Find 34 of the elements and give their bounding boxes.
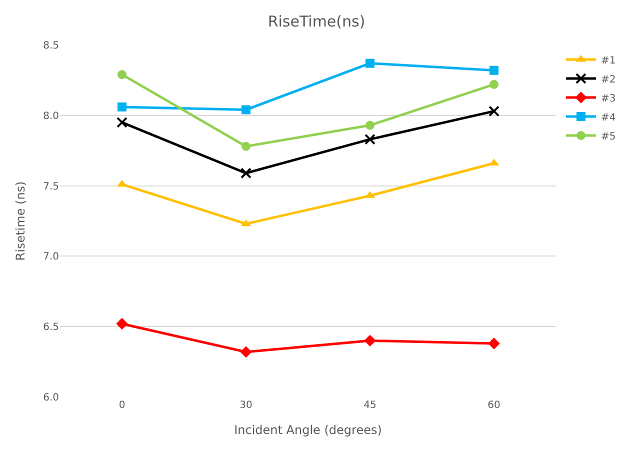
x-tick-label: 30 bbox=[240, 400, 252, 411]
point bbox=[118, 102, 126, 112]
chart-title: RiseTime(ns) bbox=[268, 12, 366, 30]
x-tick-label: 0 bbox=[118, 400, 126, 411]
point bbox=[364, 334, 376, 347]
point bbox=[116, 116, 128, 128]
point bbox=[366, 120, 374, 130]
y-tick-label: 7.5 bbox=[43, 181, 59, 192]
point bbox=[490, 80, 498, 89]
legend-label: #5 bbox=[600, 131, 616, 142]
point bbox=[488, 338, 500, 350]
legend-label: #4 bbox=[600, 112, 616, 124]
x-axis-title: Incident Angle (degrees) bbox=[234, 422, 382, 437]
point bbox=[242, 105, 250, 114]
point bbox=[116, 318, 128, 330]
point bbox=[364, 134, 376, 145]
point bbox=[366, 58, 374, 68]
x-tick-label: 60 bbox=[488, 400, 500, 411]
point bbox=[490, 66, 498, 75]
y-axis-title: Risetime (ns) bbox=[13, 181, 28, 261]
point bbox=[242, 142, 250, 151]
legend-label: #3 bbox=[600, 93, 616, 104]
point bbox=[240, 346, 252, 358]
y-tick-label: 8.5 bbox=[43, 40, 59, 52]
point bbox=[240, 168, 252, 179]
y-tick-label: 6.0 bbox=[43, 392, 59, 404]
y-tick-label: 6.5 bbox=[43, 322, 59, 334]
point bbox=[118, 70, 126, 80]
legend-label: #2 bbox=[600, 74, 616, 86]
x-tick-label: 45 bbox=[364, 400, 376, 411]
point bbox=[488, 106, 500, 117]
legend-label: #1 bbox=[600, 55, 616, 66]
y-tick-label: 7.0 bbox=[43, 252, 59, 263]
y-tick-label: 8.0 bbox=[43, 110, 59, 122]
